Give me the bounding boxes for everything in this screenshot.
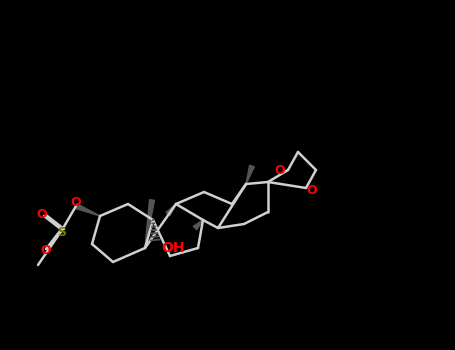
- Polygon shape: [166, 204, 176, 216]
- Text: S: S: [57, 225, 66, 238]
- Polygon shape: [75, 204, 100, 216]
- Text: OH: OH: [161, 241, 184, 255]
- Polygon shape: [145, 199, 155, 248]
- Text: O: O: [275, 163, 285, 176]
- Polygon shape: [193, 220, 203, 230]
- Text: O: O: [71, 196, 81, 210]
- Text: O: O: [40, 244, 51, 257]
- Text: O: O: [307, 183, 317, 196]
- Polygon shape: [246, 165, 254, 184]
- Text: O: O: [37, 208, 47, 220]
